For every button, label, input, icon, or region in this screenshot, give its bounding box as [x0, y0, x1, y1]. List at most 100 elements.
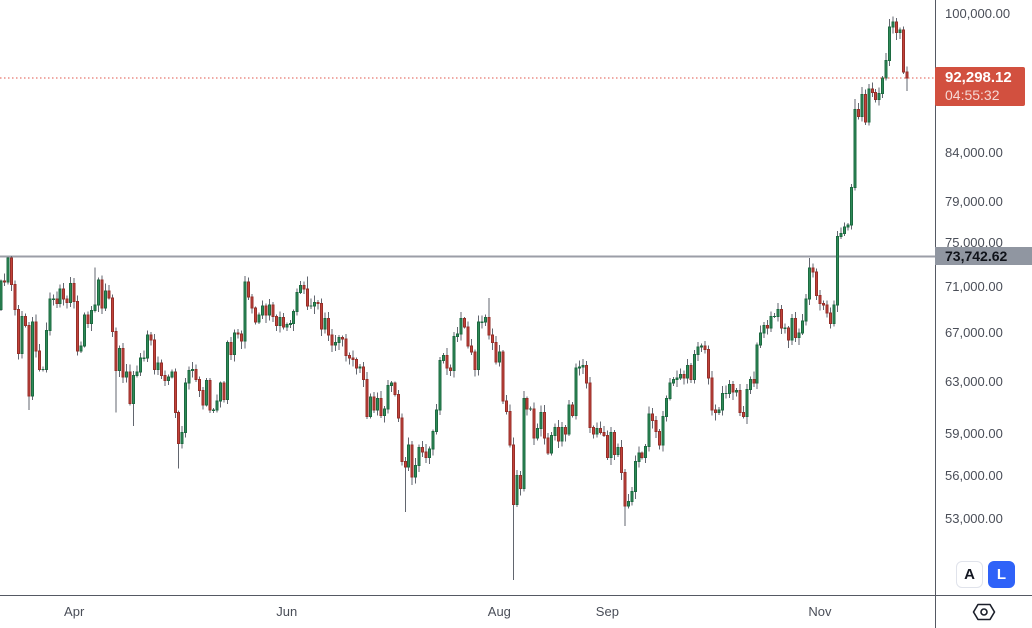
candle-body — [522, 397, 526, 489]
candle — [515, 470, 519, 507]
candle — [445, 348, 449, 375]
candle-body — [184, 382, 188, 434]
candle — [672, 377, 676, 387]
candle-body — [755, 344, 759, 384]
candle — [368, 393, 372, 419]
candle — [407, 437, 411, 472]
candle-body — [379, 397, 383, 416]
candle-body — [633, 460, 637, 492]
candle — [863, 89, 867, 126]
candle — [682, 370, 686, 385]
candle-body — [672, 378, 676, 384]
candle-body — [76, 300, 80, 352]
candle — [86, 311, 90, 328]
candle — [285, 322, 289, 332]
candle — [243, 276, 247, 349]
candle-body — [783, 327, 787, 329]
candle — [581, 359, 585, 374]
candle-body — [51, 298, 55, 300]
candle-body — [745, 388, 749, 418]
candle-body — [58, 288, 62, 305]
candle — [142, 350, 146, 362]
candle-body — [456, 333, 460, 337]
candle-body — [86, 314, 90, 324]
candle — [794, 311, 798, 342]
candle-body — [574, 367, 578, 416]
price-tick-label: 59,000.00 — [945, 426, 1003, 442]
candle — [456, 327, 460, 343]
candle — [236, 328, 240, 339]
candle — [693, 349, 697, 384]
candle-body — [114, 331, 118, 372]
candle — [773, 312, 777, 318]
candle — [239, 330, 243, 349]
candle — [633, 455, 637, 500]
candle — [41, 366, 45, 372]
candle — [135, 365, 139, 378]
candle — [884, 52, 888, 81]
candle — [801, 314, 805, 336]
candle — [588, 377, 592, 434]
candle-body — [292, 311, 296, 324]
candle — [166, 374, 170, 386]
candle — [278, 311, 282, 333]
candle — [341, 335, 345, 347]
candle — [529, 406, 533, 412]
candle — [598, 421, 602, 435]
candle-body — [463, 318, 467, 328]
candle-body — [717, 409, 721, 414]
candle-body — [651, 413, 655, 422]
candle — [292, 309, 296, 332]
candle-body — [776, 308, 780, 317]
candle — [902, 26, 906, 74]
candle — [180, 425, 184, 449]
candle — [250, 294, 254, 314]
candle — [344, 334, 348, 362]
candle-body — [288, 322, 292, 326]
candle — [260, 300, 264, 319]
last-price-badge: 92,298.12 04:55:32 — [935, 66, 1025, 106]
candle-body — [180, 432, 184, 445]
candle — [686, 358, 690, 384]
candle-body — [741, 412, 745, 418]
candle — [393, 381, 397, 397]
candle — [808, 258, 812, 305]
candle — [198, 376, 202, 398]
candle — [560, 422, 564, 447]
candle-body — [588, 382, 592, 428]
hexagon-eye-icon[interactable] — [972, 602, 996, 622]
candle-body — [731, 383, 735, 393]
candle-body — [93, 304, 97, 312]
candle — [295, 288, 299, 316]
candle-body — [693, 353, 697, 380]
candle — [264, 303, 268, 324]
candle-body — [253, 307, 257, 323]
candle-body — [870, 88, 874, 94]
candle — [400, 413, 404, 466]
candle-body — [640, 452, 644, 458]
price-axis[interactable]: 73,742.62 92,298.12 04:55:32 100,000.00 8… — [935, 0, 1032, 595]
candle-body — [375, 397, 379, 411]
time-axis[interactable]: Apr Jun Aug Sep Nov — [0, 596, 935, 628]
candle-body — [508, 410, 512, 446]
candle-body — [243, 281, 247, 342]
candlestick-plot[interactable] — [0, 0, 935, 595]
candle-body — [473, 351, 477, 370]
candle-body — [748, 378, 752, 390]
log-scale-button[interactable]: L — [988, 561, 1015, 588]
candle — [748, 376, 752, 395]
candle-body — [727, 383, 731, 394]
candle-body — [881, 77, 885, 94]
candle-body — [902, 29, 906, 73]
candle-body — [201, 390, 205, 406]
candle — [856, 103, 860, 120]
auto-scale-button[interactable]: A — [956, 561, 983, 588]
candle — [58, 284, 62, 308]
candle-body — [229, 341, 233, 355]
candle-body — [299, 285, 303, 293]
candle — [497, 344, 501, 367]
candle-body — [313, 301, 317, 307]
candle — [191, 362, 195, 378]
candle-body — [654, 420, 658, 432]
candle-body — [532, 408, 536, 439]
